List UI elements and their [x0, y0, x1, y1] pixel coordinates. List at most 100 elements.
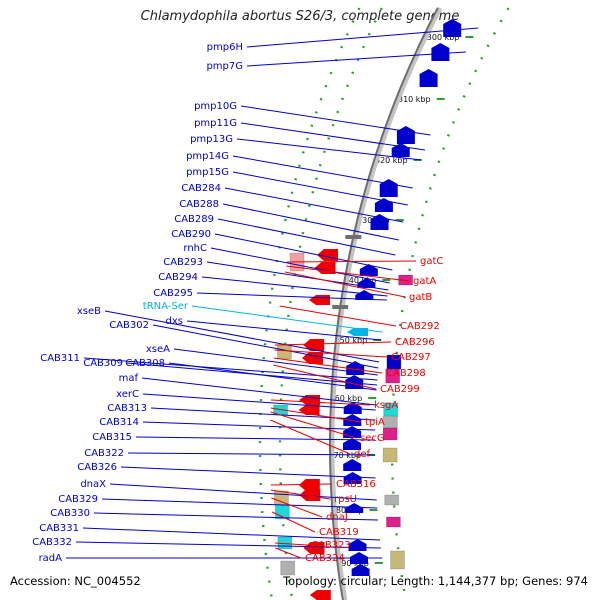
leader-line [246, 27, 479, 48]
forward-gene-label: dxs [166, 316, 183, 327]
forward-gene-label: pmp15G [186, 167, 229, 178]
leader-line [273, 357, 383, 374]
leader-line [214, 233, 393, 271]
forward-gene-arrow [351, 564, 370, 576]
leader-line [274, 341, 392, 346]
gene-labels: pmp6H pmp7G pmp10G pmp11G pmp13G pmp14G pmp15G… [32, 42, 443, 564]
leader-line [142, 393, 376, 411]
reverse-gene-arrow [302, 352, 323, 364]
forward-gene-label: pmp10G [194, 101, 237, 112]
cog-color-box [385, 516, 401, 528]
forward-gene-label: pmp7G [206, 61, 243, 72]
leader-line [232, 171, 408, 206]
scale-tick-label: 360 kbp [330, 394, 363, 403]
leader-line [152, 324, 379, 369]
forward-gene-arrow [379, 179, 398, 197]
scale-dot-rings [258, 7, 510, 600]
forward-gene-label: pmp11G [194, 118, 237, 129]
scale-tick-label: 370 kbp [328, 451, 361, 460]
scale-tick-label: 320 kbp [375, 156, 408, 165]
forward-gene-label: pmp6H [207, 42, 243, 53]
scale-tick-label: 340 kbp [344, 276, 377, 285]
cog-color-box [390, 550, 405, 570]
forward-gene-label: CAB302 [109, 320, 149, 331]
scale-tick-label: 350 kbp [335, 336, 368, 345]
forward-gene-arrow [391, 143, 410, 157]
forward-gene-arrow [343, 438, 361, 450]
leader-line [127, 452, 376, 456]
reverse-gene-arrow [303, 542, 325, 554]
reverse-gene-label: CAB299 [380, 384, 420, 395]
cog-color-box [385, 368, 401, 384]
leader-line [270, 407, 362, 423]
topology-label: Topology: circular; Length: 1,144,377 bp… [283, 574, 588, 588]
leader-line [224, 187, 404, 223]
leader-line [93, 512, 379, 521]
map-title: Chlamydophila abortus S26/3, complete ge… [140, 9, 460, 24]
leader-line [246, 51, 466, 67]
leader-line [236, 138, 422, 161]
forward-gene-arrow [348, 539, 367, 551]
forward-gene-label: CAB309 [83, 358, 123, 369]
leader-line [142, 421, 376, 431]
leader-line [270, 483, 333, 486]
forward-gene-label: CAB315 [92, 432, 132, 443]
leader-line [196, 292, 387, 301]
reverse-gene-arrow [299, 489, 321, 501]
leader-line [83, 357, 378, 381]
forward-gene-arrow [343, 426, 362, 438]
forward-gene-label: tRNA-Ser [143, 301, 189, 312]
reverse-gene-label: CAB292 [400, 321, 440, 332]
reverse-gene-label: CAB324 [305, 553, 345, 564]
cog-color-box [276, 344, 292, 360]
reverse-gene-arrow [303, 339, 325, 351]
feature-marker [345, 235, 362, 239]
cog-color-box [382, 427, 398, 441]
forward-gene-label: CAB308 [125, 358, 165, 369]
reverse-gene-label: gatC [420, 256, 443, 267]
leader-line [173, 348, 378, 376]
feature-marker [332, 305, 349, 309]
leader-line [240, 105, 431, 136]
forward-gene-label: CAB295 [153, 288, 193, 299]
leader-line [284, 271, 406, 298]
forward-gene-label: maf [119, 373, 139, 384]
forward-gene-label: xseA [146, 344, 170, 355]
leader-line [232, 155, 413, 189]
reverse-gene-label: gatB [409, 292, 432, 303]
reverse-gene-label: CAB297 [391, 352, 431, 363]
leader-line [222, 203, 399, 241]
reverse-gene-arrow [309, 295, 330, 305]
forward-gene-label: CAB332 [32, 537, 72, 548]
cog-color-box [273, 490, 289, 506]
forward-gene-label: CAB314 [99, 417, 139, 428]
forward-gene-arrow [343, 459, 362, 471]
reverse-gene-arrow [298, 405, 320, 415]
forward-gene-label: rnhC [183, 243, 207, 254]
leader-line [82, 527, 381, 541]
forward-gene-label: CAB322 [84, 448, 124, 459]
forward-gene-arrow [431, 43, 450, 61]
leader-line [286, 260, 417, 263]
cog-color-box [382, 447, 398, 463]
forward-gene-arrow [443, 19, 462, 37]
forward-gene-label: xerC [116, 389, 139, 400]
forward-gene-arrow [396, 126, 415, 144]
accession-label: Accession: NC_004552 [10, 574, 141, 588]
trna-feature [347, 328, 368, 336]
leader-line [271, 511, 316, 533]
leader-line [279, 305, 397, 327]
forward-gene-label: CAB294 [158, 272, 198, 283]
forward-gene-arrow [345, 503, 364, 513]
forward-gene-arrow [359, 264, 378, 276]
forward-gene-label: dnaX [80, 479, 106, 490]
forward-gene-label: pmp13G [190, 134, 233, 145]
leader-line [206, 261, 389, 291]
forward-gene-label: CAB330 [50, 508, 90, 519]
leader-line [75, 541, 381, 549]
reverse-gene-label: CAB319 [319, 527, 359, 538]
forward-gene-label: radA [39, 553, 63, 564]
forward-gene-label: CAB329 [58, 494, 98, 505]
reverse-gene-label: CAB298 [386, 368, 426, 379]
